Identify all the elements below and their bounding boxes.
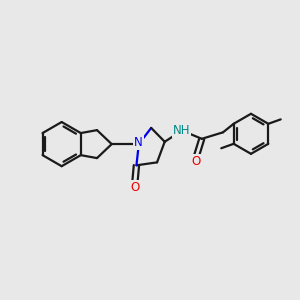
Text: NH: NH <box>173 124 190 137</box>
Text: O: O <box>130 181 140 194</box>
Text: O: O <box>191 155 200 168</box>
Text: N: N <box>134 136 142 149</box>
